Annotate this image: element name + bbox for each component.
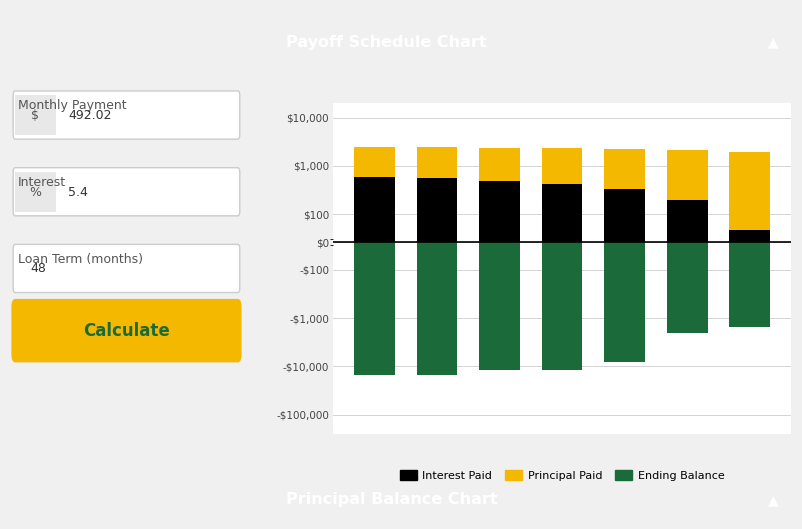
Text: Monthly Payment: Monthly Payment <box>18 99 126 112</box>
Text: Calculate: Calculate <box>83 322 170 340</box>
Text: 492.02: 492.02 <box>68 109 111 122</box>
Text: %: % <box>30 186 42 198</box>
Text: 48: 48 <box>30 262 47 275</box>
Bar <box>15 95 55 135</box>
Bar <box>728 152 769 230</box>
FancyBboxPatch shape <box>11 299 241 362</box>
Bar <box>479 242 519 370</box>
Bar <box>666 199 707 242</box>
Legend: Interest Paid, Principal Paid, Ending Balance: Interest Paid, Principal Paid, Ending Ba… <box>395 466 728 486</box>
Bar <box>666 242 707 333</box>
Bar <box>728 242 769 326</box>
Bar <box>479 181 519 242</box>
Bar <box>354 147 395 177</box>
Bar <box>604 149 644 189</box>
Text: Loan Term (months): Loan Term (months) <box>18 253 143 266</box>
Text: 5.4: 5.4 <box>68 186 88 198</box>
Text: Interest: Interest <box>18 176 66 189</box>
Text: $: $ <box>31 109 39 122</box>
Text: ▲: ▲ <box>768 35 778 49</box>
FancyBboxPatch shape <box>13 168 240 216</box>
Bar <box>479 148 519 181</box>
Bar <box>15 172 55 212</box>
Bar <box>604 189 644 242</box>
Bar <box>354 242 395 375</box>
Text: Principal Balance Chart: Principal Balance Chart <box>286 492 497 507</box>
Bar <box>416 242 456 375</box>
Text: ▲: ▲ <box>768 493 778 507</box>
Bar <box>728 230 769 242</box>
Text: Payoff Schedule Chart: Payoff Schedule Chart <box>286 35 486 50</box>
FancyBboxPatch shape <box>13 91 240 139</box>
Bar <box>604 242 644 362</box>
Bar <box>666 150 707 199</box>
Bar <box>541 184 581 242</box>
Bar <box>541 148 581 184</box>
Bar <box>416 178 456 242</box>
Bar <box>541 242 581 370</box>
Bar <box>416 147 456 178</box>
FancyBboxPatch shape <box>13 244 240 293</box>
Bar <box>354 177 395 242</box>
